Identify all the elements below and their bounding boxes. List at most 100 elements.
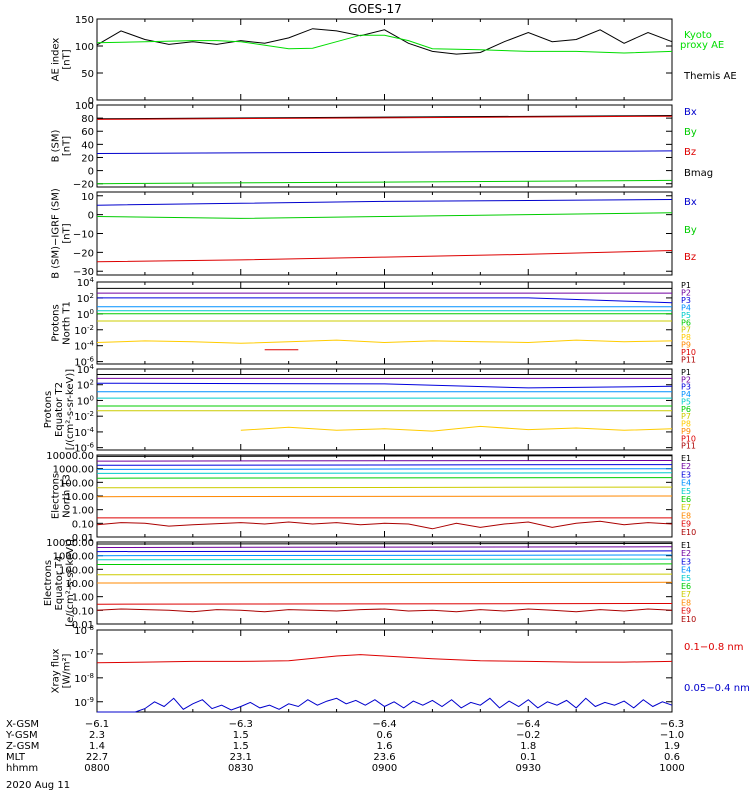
legend-entry: P10: [681, 434, 696, 443]
ephem-value: 1.5: [232, 730, 249, 741]
ephem-value: −6.4: [372, 719, 397, 730]
legend-entry: P5: [681, 397, 691, 406]
legend-entry: E5: [681, 574, 691, 583]
legend-entry: E2: [681, 549, 691, 558]
ephem-value: 1000: [659, 763, 685, 774]
y-axis-label: [e/(cm²-s-sr-keV)]: [65, 539, 76, 627]
series-line: [97, 297, 673, 304]
y-axis-label: Protons: [51, 304, 62, 341]
series-line: [96, 250, 673, 263]
legend-entry: Bz: [684, 147, 696, 158]
ephem-value: −0.2: [516, 730, 541, 741]
ephem-value: −6.1: [84, 719, 110, 730]
ephem-row-label: MLT: [6, 752, 25, 763]
legend-entry: P1: [681, 368, 691, 377]
panel-frame: [96, 368, 673, 451]
series-line: [96, 115, 673, 120]
ephem-row-label: Z-GSM: [6, 741, 40, 752]
legend-entry: 0.05−0.4 nm: [684, 683, 750, 694]
y-axis-label: Electrons: [51, 473, 62, 519]
series-line: [96, 520, 673, 530]
y-tick-label: 0.10: [72, 606, 94, 617]
y-tick-label: 10000.00: [46, 451, 94, 462]
legend-entry: P7: [681, 412, 691, 421]
series-line: [96, 472, 673, 474]
ephem-row-label: Y-GSM: [6, 730, 38, 741]
y-tick-label: 10-8: [74, 624, 94, 637]
y-tick-label: 0: [88, 167, 94, 178]
y-tick-label: 10-6: [74, 442, 94, 455]
y-tick-label: 10-2: [74, 324, 94, 337]
legend-entry: E1: [681, 454, 691, 463]
ephem-value: 0.6: [664, 752, 680, 763]
y-axis-label: [nT]: [62, 223, 73, 243]
series-line: [96, 573, 673, 576]
y-tick-label: 10-9: [74, 696, 94, 709]
legend-entry: E9: [681, 520, 691, 529]
ephem-value: −6.4: [516, 719, 541, 730]
ephem-value: 0900: [371, 763, 398, 774]
y-tick-label: 60: [81, 127, 94, 138]
ephem-value: 0.6: [376, 730, 393, 741]
y-tick-label: 100: [75, 101, 94, 112]
series-line: [96, 464, 673, 466]
legend-entry: E8: [681, 598, 691, 607]
series-line: [96, 179, 673, 185]
legend-entry: E4: [681, 479, 691, 488]
legend-entry: E2: [681, 462, 691, 471]
series-line: [97, 697, 673, 713]
legend-entry: P5: [681, 311, 691, 320]
series-line: [96, 460, 673, 462]
panel-frame: [96, 18, 673, 101]
y-tick-label: −20: [73, 180, 94, 191]
series-line: [96, 382, 673, 389]
ephem-value: 1.8: [520, 741, 537, 752]
panel-frame: [96, 629, 673, 713]
legend-entry: P10: [681, 348, 696, 357]
series-line: [96, 212, 673, 219]
y-axis-label: North T3: [62, 474, 73, 518]
legend-entry: P7: [681, 326, 691, 335]
series-line: [96, 563, 673, 565]
y-tick-label: 10-4: [74, 340, 94, 353]
legend-entry: E6: [681, 582, 691, 591]
y-tick-label: 20: [81, 153, 94, 164]
series-line: [96, 199, 673, 206]
y-axis-label: [nT]: [62, 49, 73, 69]
ephem-value: 1.4: [89, 741, 105, 752]
y-tick-label: 0: [88, 96, 94, 107]
legend-entry: P2: [681, 375, 691, 384]
ephemeris-table: X-GSM −6.1 −6.3 −6.4 −6.4 −6.3 Y-GSM 2.3 1.5 0.6 −…: [0, 713, 750, 800]
legend-entry: P9: [681, 341, 691, 350]
y-tick-label: 10-8: [74, 672, 94, 685]
legend-entry: E4: [681, 566, 691, 575]
legend-entry: E3: [681, 470, 691, 479]
ephem-value: 22.7: [85, 752, 109, 763]
plot-title: GOES-17: [348, 2, 402, 16]
y-tick-label: 10-7: [74, 648, 94, 661]
series-line: [96, 542, 673, 545]
y-axis-label: Xray flux: [51, 649, 62, 694]
y-tick-label: 100: [75, 42, 94, 53]
y-tick-label: 10-4: [74, 426, 94, 439]
ephem-value: 0930: [515, 763, 541, 774]
ephem-value: 1.9: [664, 741, 680, 752]
ephem-value: 0830: [228, 763, 254, 774]
y-tick-label: 150: [75, 15, 94, 26]
y-axis-label: [nT]: [62, 136, 73, 156]
legend-entry: E9: [681, 607, 691, 616]
y-tick-label: 0.01: [72, 620, 94, 631]
series-line: [96, 28, 673, 55]
y-tick-label: −10: [73, 230, 94, 241]
y-tick-label: 40: [81, 140, 94, 151]
y-axis-label: North T1: [62, 301, 73, 345]
series-line: [96, 554, 673, 557]
y-axis-label: [/(cm²-s-sr-keV)]: [65, 369, 76, 450]
series-line: [96, 546, 673, 548]
legend-entry: By: [684, 225, 697, 236]
series-line: [96, 558, 673, 561]
legend-entry: E1: [681, 541, 691, 550]
ephem-row-label: X-GSM: [6, 719, 40, 730]
legend-entry: P2: [681, 288, 691, 297]
